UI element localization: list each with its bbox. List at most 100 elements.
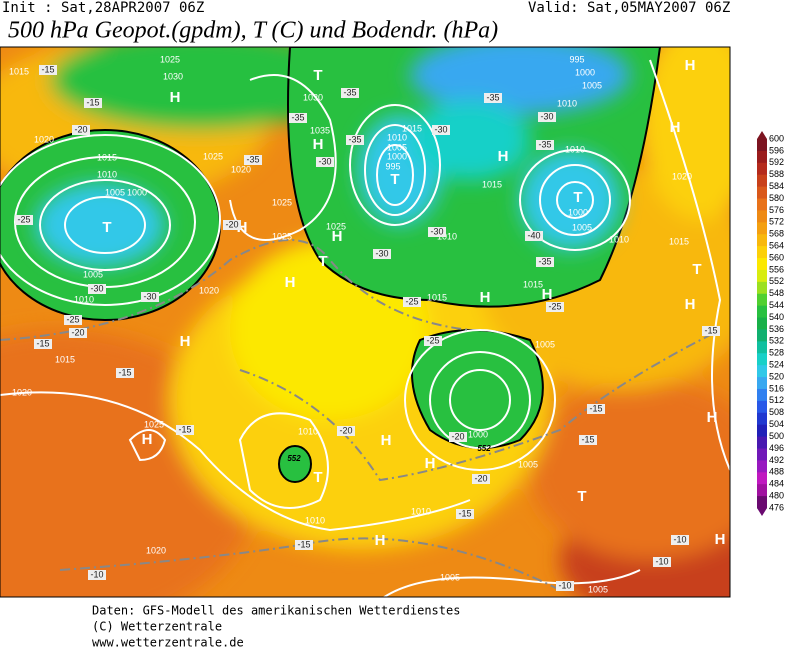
temperature-label: -30 (540, 111, 553, 121)
isobar-label: 1025 (326, 221, 346, 231)
isobar-label: 1015 (97, 152, 117, 162)
temperature-label-box (472, 474, 490, 484)
pressure-center: H (381, 432, 392, 449)
colorbar-swatch (757, 198, 767, 211)
temperature-label-box (88, 570, 106, 580)
temperature-label-box (579, 435, 597, 445)
isobar-label: 1010 (305, 515, 325, 525)
colorbar-level: 516 (769, 383, 784, 393)
colorbar-swatch (757, 317, 767, 330)
colorbar-swatch (757, 246, 767, 259)
pressure-center: H (142, 431, 153, 448)
isobar-label: 1005 (105, 187, 125, 197)
isobar-label: 1010 (565, 144, 585, 154)
colorbar-swatch (757, 162, 767, 176)
temperature-label: -20 (225, 219, 238, 229)
colorbar-level: 536 (769, 324, 784, 334)
colorbar-level: 596 (769, 145, 784, 155)
temperature-label: -10 (655, 556, 668, 566)
footer-url: www.wetterzentrale.de (92, 636, 244, 648)
pressure-center: T (313, 67, 322, 84)
temperature-label-box (536, 140, 554, 150)
pressure-center: H (313, 136, 324, 153)
colorbar-swatch (757, 222, 767, 235)
isobar-label: 1005 (387, 142, 407, 152)
isobar-label: 1010 (557, 98, 577, 108)
colorbar-level: 484 (769, 479, 784, 489)
temperature-label-box (432, 125, 450, 135)
colorbar-swatch (757, 448, 767, 461)
temperature-label: -20 (451, 431, 464, 441)
temperature-label: -25 (426, 335, 439, 345)
colorbar-level: 580 (769, 193, 784, 203)
pressure-center: H (237, 219, 248, 236)
temperature-label: -30 (90, 283, 103, 293)
isobar-label: 1035 (310, 125, 330, 135)
temperature-label: -30 (143, 291, 156, 301)
temperature-label-box (449, 432, 467, 442)
colorbar-level: 508 (769, 407, 784, 417)
isobar-label: 1010 (609, 234, 629, 244)
isobar-label: 1010 (74, 294, 94, 304)
pressure-center: H (715, 531, 726, 548)
colorbar-swatch (757, 210, 767, 223)
colorbar-level: 588 (769, 169, 784, 179)
temperature-label-box (176, 425, 194, 435)
pressure-center: H (498, 148, 509, 165)
temperature-label: -15 (458, 508, 471, 518)
temperature-label-box (72, 125, 90, 135)
isobar-label: 1000 (468, 429, 488, 439)
temperature-label: -35 (348, 134, 361, 144)
isobar-label: 1010 (437, 231, 457, 241)
temperature-label: -30 (375, 248, 388, 258)
temperature-label: -20 (339, 425, 352, 435)
isobar-label: 1020 (672, 171, 692, 181)
temperature-label: -10 (558, 580, 571, 590)
temperature-label-box (403, 297, 421, 307)
isobar-label: 1005 (572, 222, 592, 232)
colorbar-level: 592 (769, 157, 784, 167)
pressure-center: H (332, 228, 343, 245)
colorbar-level: 600 (769, 133, 784, 143)
colorbar-swatch (757, 412, 767, 426)
pressure-center: H (685, 57, 696, 74)
temperature-label: -35 (486, 92, 499, 102)
isobar-label: 1020 (12, 387, 32, 397)
temperature-label: -20 (474, 473, 487, 483)
colorbar-level: 520 (769, 371, 784, 381)
temperature-label: -15 (297, 539, 310, 549)
isobar-label: 1015 (9, 66, 29, 76)
pressure-center: T (390, 171, 399, 188)
footer-source: Daten: GFS-Modell des amerikanischen Wet… (92, 604, 460, 618)
temperature-label: -15 (41, 64, 54, 74)
temperature-label-box (538, 112, 556, 122)
colorbar-level: 480 (769, 490, 784, 500)
isobar-label: 1015 (482, 179, 502, 189)
temperature-label-box (39, 65, 57, 75)
colorbar-swatch (757, 377, 767, 390)
temperature-label: -20 (74, 124, 87, 134)
colorbar-swatch (757, 400, 767, 414)
colorbar-level: 512 (769, 395, 784, 405)
isobar-label: 1025 (272, 231, 292, 241)
valid-time: Valid: Sat,05MAY2007 06Z (528, 0, 730, 16)
temperature-label-box (84, 98, 102, 108)
isobar-label: 1005 (83, 269, 103, 279)
pressure-center: H (685, 296, 696, 313)
temperature-label-box (316, 157, 334, 167)
isobar-label: 1005 (440, 572, 460, 582)
isobar-label: 1020 (34, 134, 54, 144)
isobar-label: 1020 (146, 545, 166, 555)
isobar-label: 1000 (575, 67, 595, 77)
colorbar-level: 560 (769, 252, 784, 262)
pressure-center: H (670, 119, 681, 136)
pressure-center: H (425, 455, 436, 472)
isobar-label: 1020 (199, 285, 219, 295)
isobar-label: 1030 (303, 92, 323, 102)
colorbar-swatch (757, 139, 767, 152)
temperature-label: -35 (246, 154, 259, 164)
